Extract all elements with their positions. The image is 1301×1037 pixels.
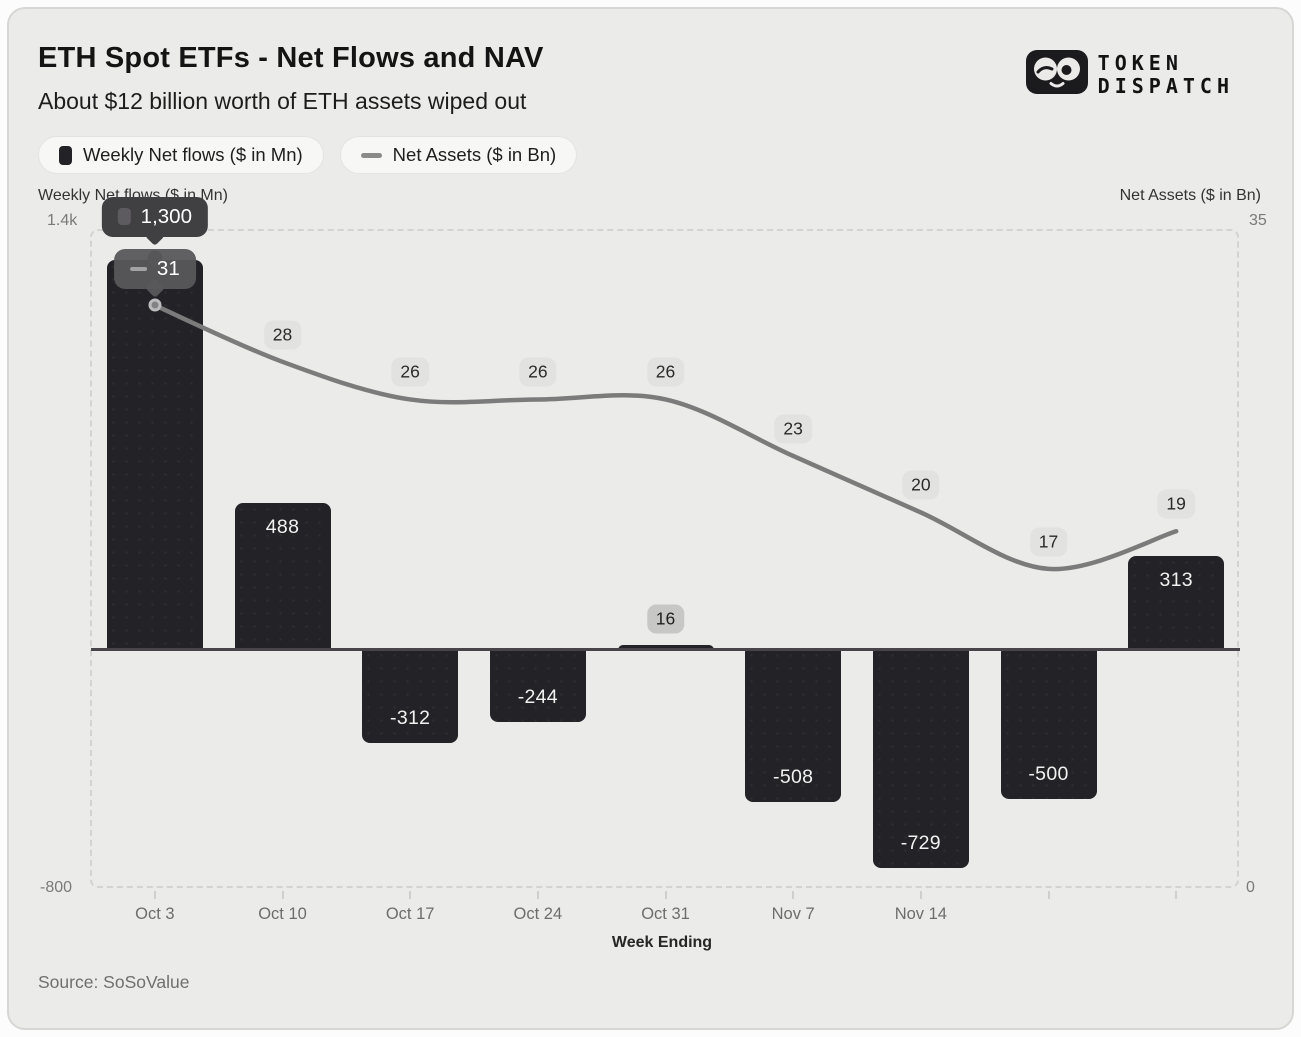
x-tick-label-Oct 24: Oct 24	[513, 905, 563, 923]
logo-wordmark: TOKEN DISPATCH	[1097, 50, 1234, 98]
legend-item-net-flows[interactable]: Weekly Net flows ($ in Mn)	[38, 136, 324, 174]
x-tick-label-Oct 3: Oct 3	[135, 905, 175, 923]
legend-label: Net Assets ($ in Bn)	[392, 144, 557, 165]
x-tick-label-Nov 14: Nov 14	[894, 905, 947, 923]
x-tick-mark	[664, 891, 667, 899]
x-tick-label-Oct 10: Oct 10	[258, 905, 307, 923]
x-tick-mark	[281, 891, 284, 899]
legend: Weekly Net flows ($ in Mn) Net Assets ($…	[38, 136, 578, 174]
legend-label: Weekly Net flows ($ in Mn)	[83, 144, 303, 165]
tooltip-net-assets: 31	[113, 249, 196, 290]
tooltip-value: 31	[156, 257, 180, 281]
x-tick-label-Oct 17: Oct 17	[385, 905, 435, 923]
page-subtitle: About $12 billion worth of ETH assets wi…	[38, 88, 527, 114]
right-axis-top-tick: 35	[1249, 212, 1267, 229]
left-axis-top-tick: 1.4k	[47, 212, 78, 229]
x-tick-mark	[153, 891, 156, 899]
bar-swatch-icon	[117, 208, 131, 226]
line-swatch-icon	[129, 267, 147, 272]
bar-swatch-icon	[59, 145, 72, 165]
line-anchor-dot[interactable]	[148, 298, 162, 312]
page-title: ETH Spot ETFs - Net Flows and NAV	[38, 42, 544, 74]
tooltip-value: 1,300	[140, 204, 192, 228]
left-axis-bottom-tick: -800	[40, 879, 73, 896]
token-dispatch-logo: TOKEN DISPATCH	[1025, 48, 1234, 101]
x-tick-mark	[409, 891, 412, 899]
x-axis-title: Week Ending	[611, 934, 713, 951]
x-tick-label-Oct 31: Oct 31	[641, 905, 690, 923]
legend-item-net-assets[interactable]: Net Assets ($ in Bn)	[339, 136, 578, 174]
x-tick-label-Nov 7: Nov 7	[771, 905, 815, 923]
x-tick-mark	[919, 891, 922, 899]
plot-area	[90, 229, 1239, 888]
x-tick-mark	[1047, 891, 1050, 899]
x-tick-mark	[1175, 891, 1178, 899]
x-tick-mark	[536, 891, 539, 899]
right-axis-title: Net Assets ($ in Bn)	[1119, 187, 1261, 204]
winking-face-logo-icon	[1025, 48, 1089, 101]
x-tick-mark	[792, 891, 795, 899]
source-note: Source: SoSoValue	[38, 972, 190, 992]
tooltip-weekly-net-flow: 1,300	[101, 196, 208, 237]
right-axis-bottom-tick: 0	[1246, 879, 1255, 896]
chart-card: ETH Spot ETFs - Net Flows and NAV About …	[7, 7, 1294, 1030]
line-swatch-icon	[360, 152, 382, 158]
